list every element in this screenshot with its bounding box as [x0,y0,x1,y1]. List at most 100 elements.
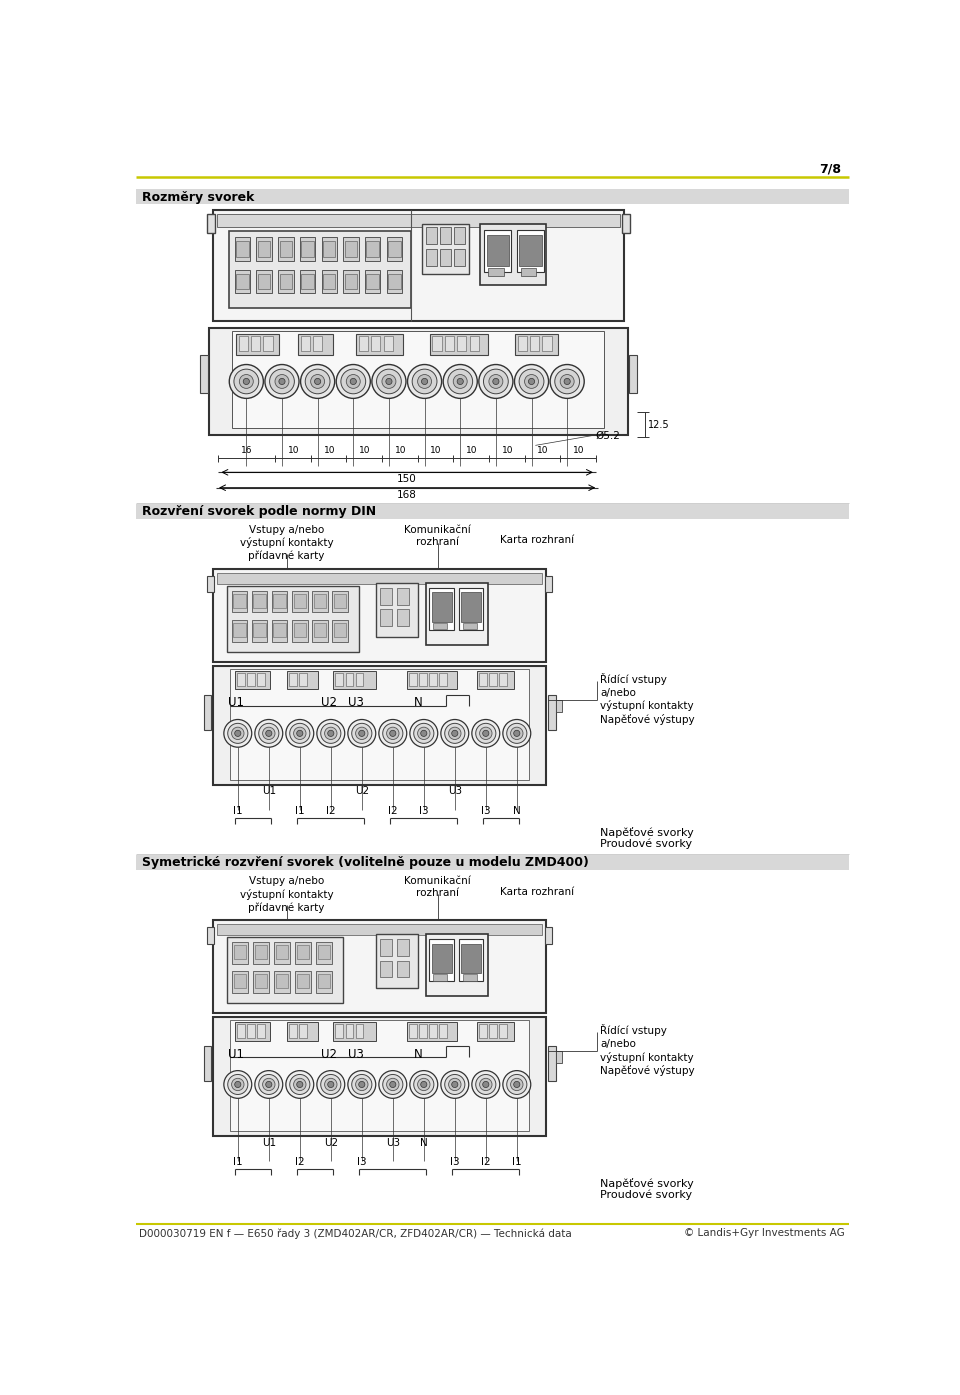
Bar [388,273,400,289]
Bar [236,241,249,257]
Circle shape [480,727,492,739]
Bar [430,333,488,356]
Bar [213,665,546,785]
Bar [300,237,315,261]
Bar [387,237,402,261]
Circle shape [359,730,365,737]
Circle shape [379,720,407,748]
Bar [230,668,529,780]
Bar [375,935,419,988]
Bar [545,926,552,943]
Text: U1: U1 [262,1137,276,1148]
Circle shape [275,374,289,388]
Circle shape [507,724,527,744]
Circle shape [441,1070,468,1098]
Bar [469,336,479,352]
Bar [345,241,357,257]
Text: 7/8: 7/8 [819,162,841,176]
Circle shape [453,374,468,388]
Bar [294,594,306,608]
Bar [365,269,380,293]
Bar [332,591,348,612]
Bar [359,336,368,352]
Circle shape [418,727,430,739]
Circle shape [421,378,427,385]
Circle shape [503,720,531,748]
Bar [454,250,465,266]
Circle shape [524,374,539,388]
Circle shape [327,730,334,737]
Bar [234,944,247,958]
Bar [407,671,457,689]
Bar [276,974,288,988]
Bar [516,230,544,272]
Bar [489,674,496,686]
Bar [459,587,484,631]
Bar [251,336,260,352]
Bar [440,227,451,244]
Circle shape [410,1070,438,1098]
Bar [457,336,467,352]
Bar [480,223,546,285]
Bar [297,974,309,988]
Bar [318,974,330,988]
Circle shape [472,720,500,748]
Bar [334,594,347,608]
Bar [426,227,437,244]
Text: I1: I1 [295,806,304,816]
Circle shape [382,374,396,388]
Text: Rozvření svorek podle normy DIN: Rozvření svorek podle normy DIN [142,505,375,518]
Text: 10: 10 [324,445,335,455]
Bar [479,1024,487,1038]
Bar [332,621,348,642]
Text: 150: 150 [396,474,417,484]
Bar [287,671,318,689]
Text: 10: 10 [430,445,442,455]
Bar [231,591,247,612]
Text: Ø5.2: Ø5.2 [595,431,620,441]
Circle shape [492,378,499,385]
Circle shape [224,720,252,748]
Bar [548,695,556,730]
Circle shape [414,724,434,744]
Bar [429,1024,437,1038]
Bar [256,237,272,261]
Circle shape [383,724,403,744]
Bar [530,336,540,352]
Text: U2: U2 [322,1048,337,1060]
Bar [367,241,379,257]
Bar [272,591,287,612]
Text: 16: 16 [241,445,252,455]
Circle shape [315,378,321,385]
Text: 10: 10 [502,445,514,455]
Circle shape [297,730,303,737]
Bar [300,269,315,293]
Bar [379,610,392,626]
Circle shape [444,1074,465,1095]
Circle shape [448,1078,461,1091]
Circle shape [327,1081,334,1088]
Circle shape [229,364,263,399]
Bar [520,268,537,276]
Circle shape [324,1078,337,1091]
Text: U1: U1 [262,787,276,797]
Circle shape [418,374,432,388]
Bar [433,974,447,981]
Circle shape [294,1078,306,1091]
Circle shape [472,1070,500,1098]
Circle shape [483,730,489,737]
Text: N: N [414,1048,422,1060]
Text: I3: I3 [450,1156,460,1166]
Circle shape [259,1074,278,1095]
Circle shape [317,1070,345,1098]
Bar [276,944,288,958]
Bar [234,671,270,689]
Bar [232,332,605,428]
Text: 10: 10 [573,445,585,455]
Bar [422,223,468,273]
Bar [274,594,286,608]
Circle shape [300,364,335,399]
Bar [228,232,411,308]
Bar [253,594,266,608]
Circle shape [444,724,465,744]
